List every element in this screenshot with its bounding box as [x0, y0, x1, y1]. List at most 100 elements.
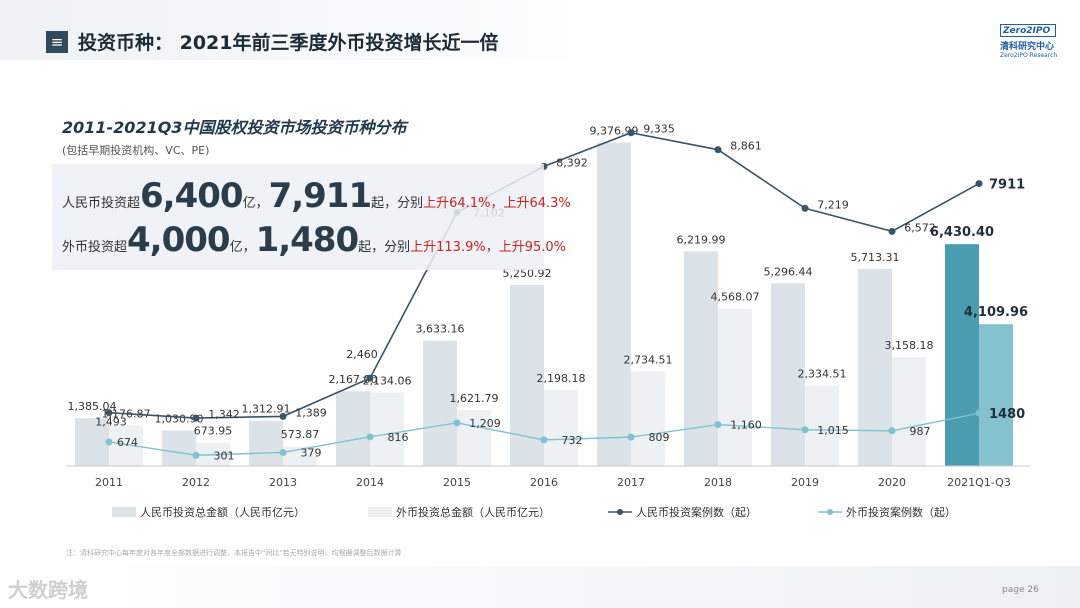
- bar-rmb-amount: [597, 142, 631, 467]
- line-fx-label: 1,015: [817, 424, 849, 437]
- legend-fx-amount: 外币投资总金额（人民币亿元）: [396, 505, 550, 519]
- line-rmb-label: 2,460: [346, 348, 378, 361]
- menu-icon[interactable]: ≡: [46, 31, 68, 53]
- bar-fx-label: 4,109.96: [964, 305, 1028, 320]
- fx-unit2: 起，分别: [358, 240, 411, 255]
- bar-fx-label: 2,134.06: [363, 374, 412, 387]
- line-rmb-label: 7,219: [817, 198, 849, 211]
- watermark: 大数跨境: [8, 578, 88, 602]
- footnote: 注：清科研究中心每年度对各年度全部数据进行调整，本报告中"同比"若无特别说明，均…: [66, 549, 402, 557]
- x-tick-label: 2020: [878, 476, 906, 489]
- legend-rmb-amount-swatch: [112, 507, 136, 517]
- bar-rmb-label: 2,167.00: [329, 373, 378, 386]
- line-fx-label: 1,160: [730, 419, 762, 432]
- x-tick-label: 2019: [791, 476, 819, 489]
- fx-unit1: 亿，: [229, 240, 256, 255]
- line-fx-label: 379: [301, 446, 322, 459]
- line-rmb-label: 1,493: [95, 416, 127, 429]
- bar-fx-amount: [979, 324, 1013, 466]
- point-fx-cases: [888, 427, 896, 435]
- rmb-prefix: 人民币投资超: [62, 196, 141, 211]
- rmb-change: 上升64.1%，上升64.3%: [423, 196, 571, 211]
- point-fx-cases: [366, 433, 374, 441]
- line-rmb-label: 1,342: [208, 408, 240, 421]
- legend-fx-cases: 外币投资案例数（起）: [846, 505, 956, 519]
- x-tick-label: 2018: [704, 476, 732, 489]
- bar-fx-label: 673.95: [194, 425, 233, 438]
- bar-rmb-amount: [510, 284, 544, 466]
- bar-fx-amount: [457, 410, 491, 466]
- point-fx-cases: [801, 426, 809, 434]
- bar-rmb-amount: [684, 251, 718, 466]
- x-tick-label: 2012: [182, 476, 210, 489]
- line-rmb-label: 6,572: [904, 221, 936, 234]
- chart-title: 2011-2021Q3中国股权投资市场投资币种分布: [62, 118, 407, 137]
- logo-en-text: Zero2IPO Research: [1000, 52, 1058, 59]
- point-rmb-cases: [627, 129, 635, 137]
- bar-fx-amount: [544, 390, 578, 466]
- x-tick-label: 2021Q1-Q3: [947, 476, 1011, 489]
- fx-count: 1,480: [255, 220, 360, 260]
- point-rmb-cases: [192, 414, 200, 422]
- x-tick-label: 2017: [617, 476, 645, 489]
- fx-highlight-line: 外币投资超4,000亿，1,480起，分别上升113.9%，上升95.0%: [62, 220, 566, 260]
- bar-rmb-label: 1,312.91: [242, 403, 291, 416]
- bar-rmb-amount: [771, 283, 805, 466]
- page-title: 投资币种： 2021年前三季度外币投资增长近一倍: [78, 32, 499, 54]
- point-rmb-cases: [975, 180, 983, 188]
- bar-rmb-amount: [336, 391, 370, 466]
- bar-rmb-label: 6,219.99: [677, 233, 726, 246]
- line-rmb-label: 8,392: [556, 156, 588, 169]
- bar-rmb-amount: [423, 340, 457, 466]
- bar-rmb-label: 3,633.16: [416, 323, 465, 336]
- legend-rmb-cases: 人民币投资案例数（起）: [636, 505, 757, 519]
- line-rmb-label: 9,335: [643, 123, 675, 136]
- line-fx-label: 809: [649, 431, 670, 444]
- bar-fx-label: 2,734.51: [624, 354, 673, 367]
- bar-fx-amount: [718, 308, 752, 466]
- line-fx-label: 732: [562, 434, 583, 447]
- bar-fx-label: 573.87: [281, 428, 320, 441]
- bar-fx-label: 1,621.79: [450, 392, 499, 405]
- point-fx-cases: [453, 419, 461, 427]
- bar-rmb-label: 1,385.04: [68, 400, 117, 413]
- line-rmb-label: 7911: [989, 178, 1025, 193]
- chart-subtitle: (包括早期投资机构、VC、PE): [62, 144, 210, 157]
- bar-rmb-label: 5,296.44: [764, 265, 813, 278]
- rmb-highlight-line: 人民币投资超6,400亿，7,911起，分别上升64.1%，上升64.3%: [62, 176, 571, 216]
- bar-fx-amount: [892, 357, 926, 466]
- bar-fx-label: 2,334.51: [798, 367, 847, 380]
- line-rmb-label: 1,389: [295, 406, 327, 419]
- rmb-unit2: 起，分别: [371, 196, 424, 211]
- point-rmb-cases: [366, 374, 374, 382]
- page-number: page 26: [1002, 585, 1039, 595]
- bar-rmb-amount: [858, 268, 892, 466]
- rmb-unit1: 亿，: [242, 196, 269, 211]
- point-rmb-cases: [714, 146, 722, 154]
- logo-box-text: Zero2IPO: [1000, 24, 1056, 37]
- line-fx-label: 816: [388, 431, 409, 444]
- rmb-amount: 6,400: [140, 176, 244, 216]
- highlight-box: [52, 164, 544, 270]
- bar-fx-label: 3,158.18: [885, 339, 934, 352]
- x-tick-label: 2016: [530, 476, 558, 489]
- line-fx-label: 301: [214, 449, 235, 462]
- point-fx-cases: [105, 438, 113, 446]
- footer-band: [0, 566, 1080, 608]
- point-fx-cases: [975, 409, 983, 417]
- line-fx-label: 674: [117, 436, 138, 449]
- bar-rmb-amount: [75, 418, 109, 466]
- point-fx-cases: [192, 451, 200, 459]
- fx-amount: 4,000: [127, 220, 231, 260]
- bar-fx-amount: [805, 385, 839, 466]
- fx-prefix: 外币投资超: [62, 240, 128, 255]
- line-fx-label: 1480: [989, 407, 1025, 422]
- legend-fx-cases-marker: [827, 509, 833, 515]
- legend-rmb-cases-marker: [617, 509, 623, 515]
- bar-rmb-label: 6,430.40: [930, 225, 994, 240]
- bar-fx-label: 2,198.18: [537, 372, 586, 385]
- point-fx-cases: [279, 448, 287, 456]
- point-rmb-cases: [801, 204, 809, 212]
- legend-rmb-amount: 人民币投资总金额（人民币亿元）: [140, 505, 305, 519]
